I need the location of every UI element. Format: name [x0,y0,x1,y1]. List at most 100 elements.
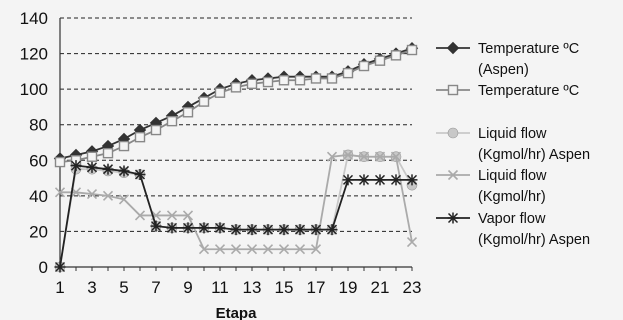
legend: Temperature ºC (Aspen) Temperature ºC Liqui… [436,41,590,248]
data-point [294,244,306,255]
legend-label: (Aspen) [478,62,529,78]
legend-item: Liquid flow (Kgmol/hr) Aspen [436,126,590,163]
data-point [294,224,306,236]
data-point [86,151,98,162]
x-tick-label: 1 [55,278,64,297]
data-point [182,107,194,118]
data-point [358,60,370,72]
data-point [406,237,418,248]
legend-label: (Kgmol/hr) [478,189,546,205]
data-point [150,124,162,136]
data-point [294,75,306,86]
legend-label: Temperature ºC [478,41,579,57]
x-tick-label: 23 [403,278,422,297]
legend-marker [447,169,459,181]
data-point [134,210,146,221]
data-point [118,165,130,177]
data-point [134,131,146,143]
data-point [278,224,290,236]
data-point [310,224,322,236]
data-point [134,169,146,181]
legend-item: Temperature ºC (Aspen) [436,41,579,78]
legend-marker [447,212,459,224]
data-point [406,44,418,56]
data-point [214,244,226,255]
data-point [390,174,402,186]
data-point [390,50,402,61]
data-point [118,194,130,205]
data-point [374,174,386,186]
legend-marker [446,41,460,55]
legend-label: Liquid flow [478,168,547,184]
data-point [278,75,290,86]
data-point [374,55,386,66]
y-tick-label: 60 [29,151,48,170]
x-tick-label: 7 [151,278,160,297]
legend-label: Temperature ºC [478,83,579,99]
data-point [198,244,210,255]
data-point [54,187,66,198]
series-4 [54,149,418,255]
data-point [342,174,354,186]
y-tick-label: 80 [29,116,48,135]
x-tick-label: 19 [339,278,358,297]
x-tick-label: 17 [307,278,326,297]
data-point [118,140,130,152]
x-tick-label: 13 [243,278,262,297]
x-tick-label: 9 [183,278,192,297]
data-point [182,222,194,234]
y-tick-label: 140 [20,9,48,28]
data-point [230,82,242,93]
series-2 [54,44,418,168]
data-point [358,174,370,186]
data-point [166,222,178,234]
y-tick-label: 0 [39,258,48,277]
x-tick-label: 21 [371,278,390,297]
x-tick-label: 5 [119,278,128,297]
y-tick-label: 40 [29,187,48,206]
data-point [262,76,274,88]
data-point [326,151,338,162]
series-5 [54,160,418,273]
data-point [150,220,162,232]
data-point [102,147,114,159]
data-point [246,78,258,90]
data-point [86,189,98,200]
data-point [358,151,370,162]
legend-item: Liquid flow (Kgmol/hr) [436,168,547,205]
data-point [54,156,66,168]
data-point [54,261,66,273]
data-point [246,244,258,255]
legend-label: Vapor flow [478,211,546,227]
data-point [198,96,210,107]
data-point [166,115,178,127]
legend-item: Temperature ºC [436,83,579,99]
data-point [310,73,322,84]
y-tick-label: 120 [20,45,48,64]
data-point [326,73,338,84]
data-point [406,174,418,186]
data-point [262,244,274,255]
data-point [214,87,226,98]
y-tick-label: 100 [20,80,48,99]
data-point [374,151,386,162]
data-point [246,224,258,236]
legend-marker [447,127,459,139]
data-point [70,160,82,172]
data-point [262,224,274,236]
data-point [102,163,114,175]
data-point [390,151,402,162]
legend-item: Vapor flow (Kgmol/hr) Aspen [436,211,590,248]
x-tick-label: 11 [211,278,229,297]
data-point [342,67,354,79]
y-tick-label: 20 [29,222,48,241]
data-point [342,149,354,161]
data-point [198,222,210,234]
data-point [166,210,178,221]
data-point [230,224,242,236]
x-axis-title: Etapa [216,305,258,320]
data-point [230,244,242,255]
data-point [102,190,114,201]
